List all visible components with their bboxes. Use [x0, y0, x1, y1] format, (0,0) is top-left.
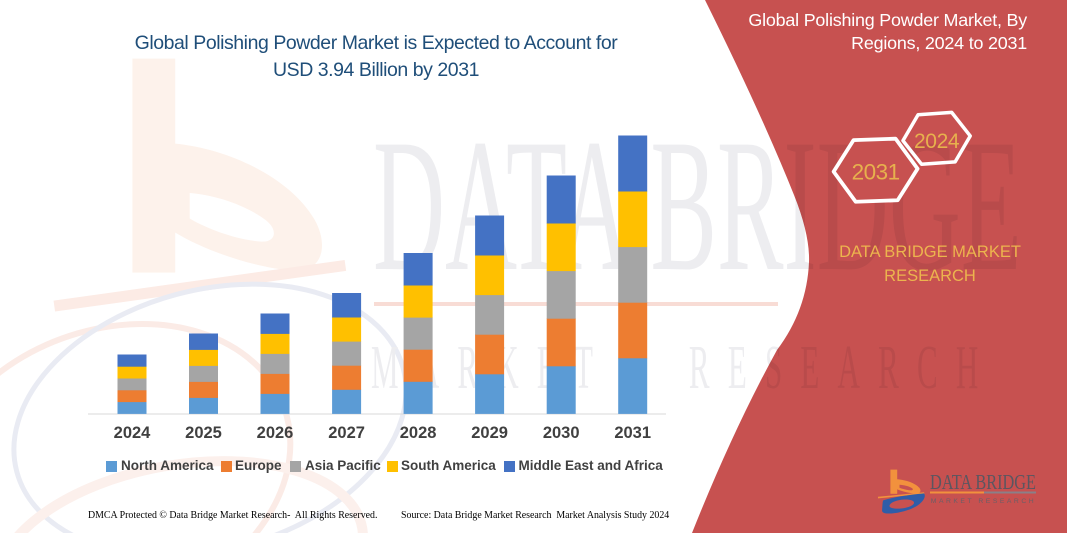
svg-text:2031: 2031 — [852, 159, 900, 184]
svg-text:MARKET RESEARCH: MARKET RESEARCH — [931, 498, 1036, 505]
svg-text:DATA BRIDGE: DATA BRIDGE — [930, 470, 1036, 494]
svg-text:2024: 2024 — [914, 130, 960, 153]
